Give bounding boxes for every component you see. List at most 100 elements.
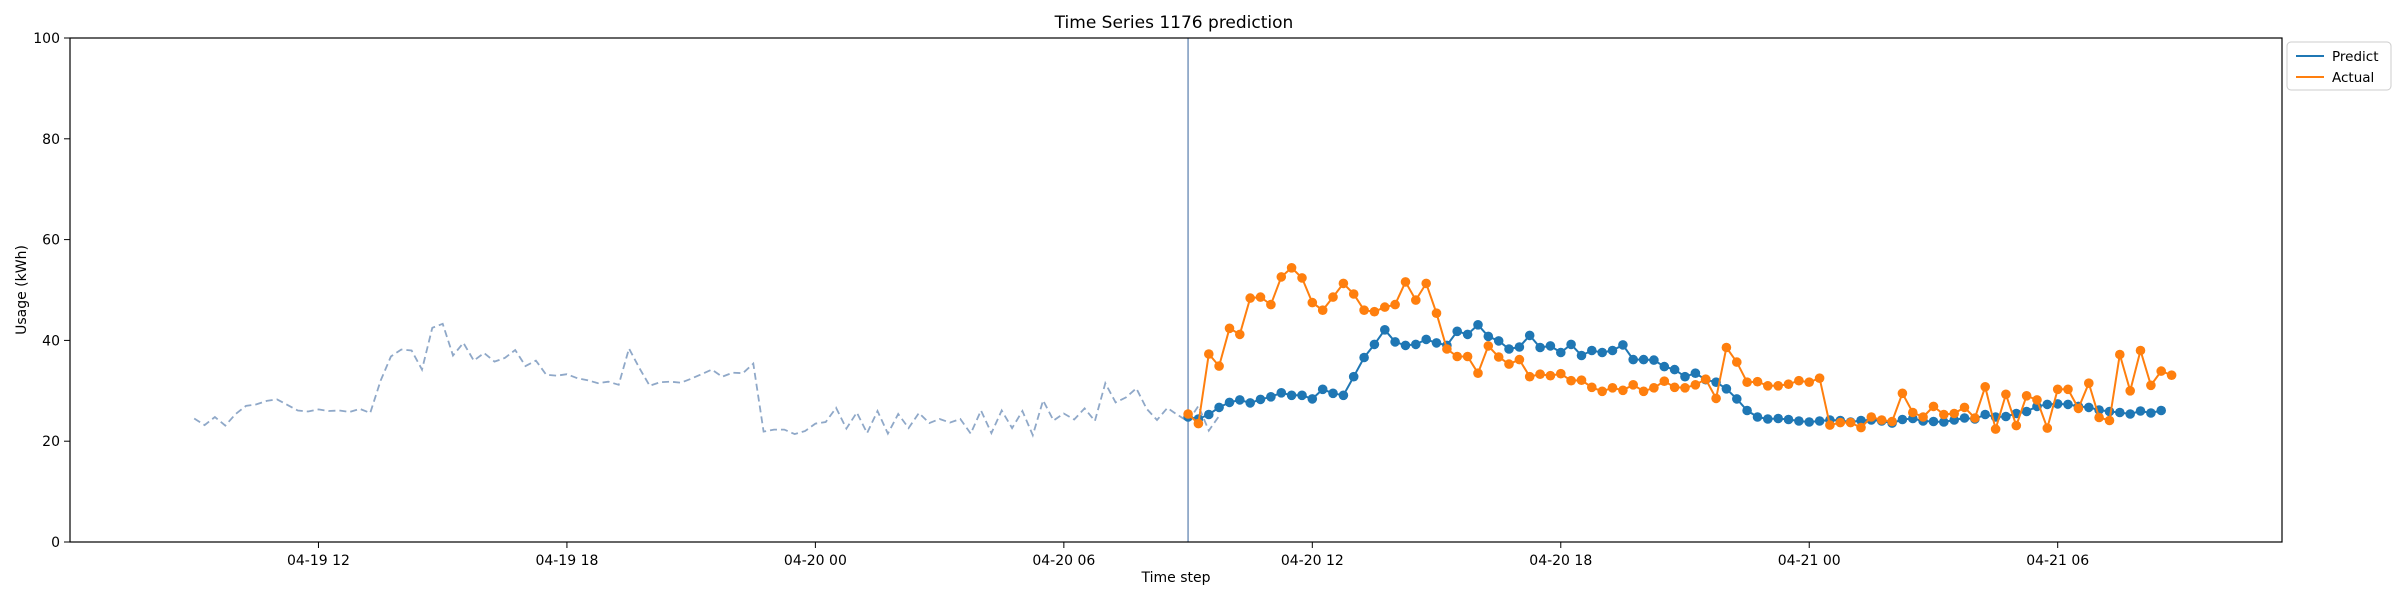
predict-point [1545,341,1556,351]
predict-point [1669,364,1680,375]
actual-point [2125,386,2135,396]
actual-point [1711,393,1721,404]
predict-point [1980,409,1990,420]
predict-point [1721,384,1732,394]
actual-point [2001,389,2011,400]
predict-point [2135,406,2146,416]
y-tick-label: 0 [51,535,60,551]
actual-point [1649,383,1659,393]
actual-point [1514,354,1525,365]
x-tick-label: 04-20 00 [784,553,847,569]
actual-point [1297,273,1307,283]
predict-point [2042,399,2053,410]
predict-point [1752,412,1763,422]
actual-point [2073,403,2084,414]
predict-point [1659,361,1670,372]
predict-point [1783,414,1794,425]
actual-point [1545,370,1556,381]
predict-point [1245,398,1255,408]
legend-label-predict: Predict [2332,49,2379,65]
axes: 0 20 40 60 80 100 04-19 12 04-19 18 04-20 00 04-2… [33,31,2089,569]
actual-point [2146,380,2156,391]
actual-point [1866,412,1877,422]
predict-point [1742,405,1752,416]
legend-label-actual: Actual [2332,70,2374,86]
actual-point [1607,383,1618,393]
predict-point [2125,409,2135,419]
actual-point [1411,295,1421,305]
actual-point [1763,381,1773,391]
actual-point [2021,391,2032,401]
actual-point [1659,376,1670,387]
predict-point [1473,320,1483,330]
predict-point [1628,354,1638,365]
actual-point [1939,409,1949,420]
predict-point [1369,339,1380,350]
actual-point [1338,278,1349,289]
actual-point [1317,305,1328,316]
actual-point [1556,368,1566,379]
actual-point [1235,329,1245,340]
predict-point [1431,338,1442,348]
predict-point [1607,345,1618,356]
predict-point [1763,414,1773,424]
predict-point [2146,408,2156,418]
actual-point [1359,305,1369,316]
predict-point [1587,345,1597,356]
actual-point [1804,377,1814,388]
actual-point [1980,382,1990,392]
actual-point [1255,292,1266,302]
actual-point [1835,417,1846,428]
actual-point [1732,357,1742,367]
actual-point [1918,412,1928,422]
actual-point [1597,386,1607,397]
actual-point [1245,293,1255,303]
actual-point [2104,415,2115,426]
predict-point [1214,402,1224,413]
predict-point [1328,388,1338,399]
predict-point [1524,330,1535,341]
actual-point [1587,382,1597,393]
actual-point [2052,384,2063,395]
actual-point [2115,349,2125,360]
actual-point [2166,370,2177,381]
actual-point [1307,297,1318,308]
actual-point [1618,385,1628,396]
actual-point [1504,359,1514,369]
actual-point [1266,299,1276,310]
predict-point [1348,371,1359,382]
actual-point [1452,351,1462,362]
actual-point [1669,382,1680,393]
y-tick-label: 40 [42,333,60,349]
actual-point [1897,388,1908,399]
predict-point [1618,340,1628,350]
actual-point [2156,366,2166,376]
predict-point [2021,406,2032,417]
legend[interactable]: Predict Actual [2286,41,2392,91]
y-tick-label: 100 [33,31,60,47]
predict-point [1814,416,1825,426]
actual-point [1752,376,1763,387]
predict-point [1411,339,1421,350]
predict-point [1390,337,1400,347]
actual-point [1183,409,1193,419]
actual-point [1783,379,1794,390]
x-tick-label: 04-19 12 [287,553,350,569]
plot-area [193,38,2177,542]
actual-point [2063,384,2073,395]
predict-point [2084,402,2094,413]
predict-point [1638,354,1649,365]
actual-point [1638,386,1649,397]
predict-point [1794,416,1804,426]
actual-point [1400,277,1411,287]
actual-point [1970,413,1980,423]
predict-point [1286,390,1297,401]
predict-point [1680,371,1690,382]
actual-point [2011,420,2022,431]
actual-point [1814,373,1825,384]
actual-point [1845,417,1856,428]
predict-point [1535,342,1545,353]
actual-point [1493,352,1504,362]
